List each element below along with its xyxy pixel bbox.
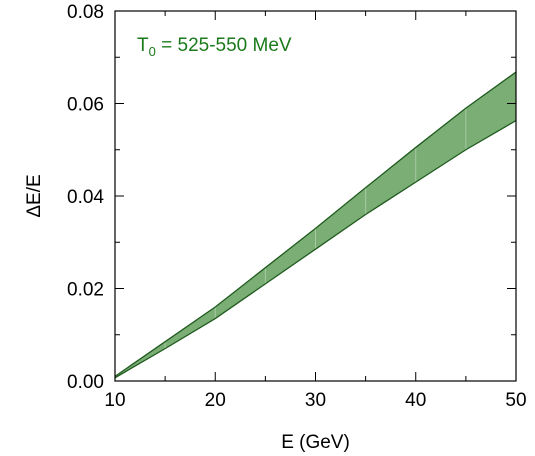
band-lower-edge <box>114 120 517 379</box>
band-upper-edge <box>114 71 517 377</box>
y-tick-label: 0.08 <box>67 2 104 23</box>
x-tick-label: 20 <box>205 390 226 411</box>
y-tick-label: 0.02 <box>67 280 104 301</box>
annotation-main: T <box>137 35 149 56</box>
x-tick-label: 10 <box>104 390 125 411</box>
plot-frame <box>114 10 517 382</box>
y-tick-label: 0.04 <box>67 187 104 208</box>
x-axis-label: E (GeV) <box>281 432 350 453</box>
annotation-text: T0 = 525-550 MeV <box>137 35 292 59</box>
band-layer <box>114 71 517 379</box>
y-tick-label: 0.06 <box>67 95 104 116</box>
annotation-rest: = 525-550 MeV <box>156 35 292 56</box>
ticks-layer: 10 20 30 40 50 0.00 0.02 0.04 0.06 0.08 <box>67 2 527 411</box>
x-tick-label: 30 <box>305 390 326 411</box>
y-axis-label: ΔE/E <box>24 174 45 217</box>
x-tick-label: 40 <box>405 390 426 411</box>
y-tick-label: 0.00 <box>67 372 104 393</box>
uncertainty-band <box>115 72 516 378</box>
annotation-subscript: 0 <box>149 44 156 59</box>
x-tick-label: 50 <box>505 390 526 411</box>
